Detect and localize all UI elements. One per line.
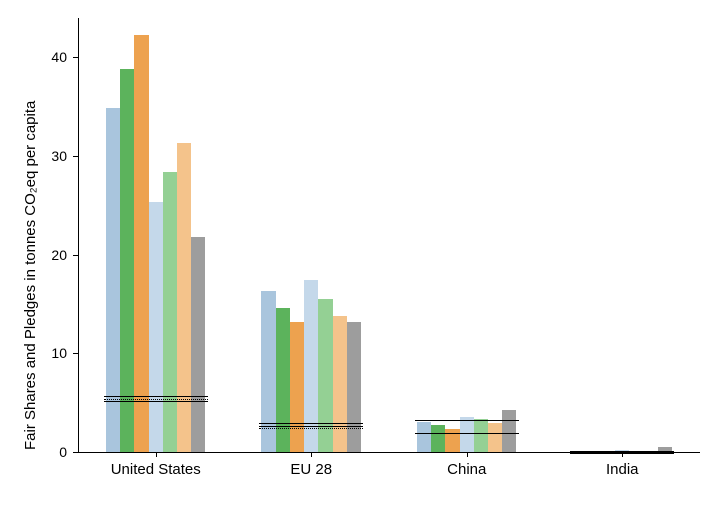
y-tick xyxy=(73,452,78,453)
emissions-bar-chart: 010203040United StatesEU 28ChinaIndia Fa… xyxy=(0,0,720,512)
bar xyxy=(149,202,163,452)
pledge-line xyxy=(259,428,363,429)
y-tick xyxy=(73,255,78,256)
bar xyxy=(177,143,191,452)
x-tick-label: EU 28 xyxy=(234,461,390,478)
x-tick-label: China xyxy=(389,461,545,478)
bar xyxy=(488,423,502,452)
pledge-line xyxy=(259,426,363,427)
y-tick xyxy=(73,57,78,58)
bar xyxy=(276,308,290,452)
plot-area xyxy=(78,18,700,452)
pledge-line xyxy=(104,401,208,402)
pledge-line xyxy=(570,451,674,452)
x-tick xyxy=(311,452,312,457)
bar xyxy=(431,425,445,452)
x-tick xyxy=(467,452,468,457)
bar xyxy=(333,316,347,452)
bar xyxy=(502,410,516,452)
bar xyxy=(347,322,361,452)
pledge-line xyxy=(259,423,363,424)
bar xyxy=(191,237,205,452)
bar xyxy=(460,417,474,453)
x-tick-label: India xyxy=(545,461,701,478)
y-axis-label: Fair Shares and Pledges in tonnes CO₂eq … xyxy=(22,16,39,450)
bar xyxy=(163,172,177,452)
pledge-line xyxy=(415,420,519,421)
y-tick xyxy=(73,353,78,354)
y-tick xyxy=(73,156,78,157)
x-tick xyxy=(156,452,157,457)
pledge-line xyxy=(415,433,519,434)
x-tick-label: United States xyxy=(78,461,234,478)
bar xyxy=(474,419,488,452)
bar xyxy=(134,35,148,452)
y-axis-line xyxy=(78,18,79,452)
bar xyxy=(120,69,134,452)
bar xyxy=(417,422,431,452)
bar xyxy=(290,322,304,452)
pledge-line xyxy=(104,399,208,400)
pledge-line xyxy=(104,396,208,397)
pledge-line xyxy=(570,453,674,454)
